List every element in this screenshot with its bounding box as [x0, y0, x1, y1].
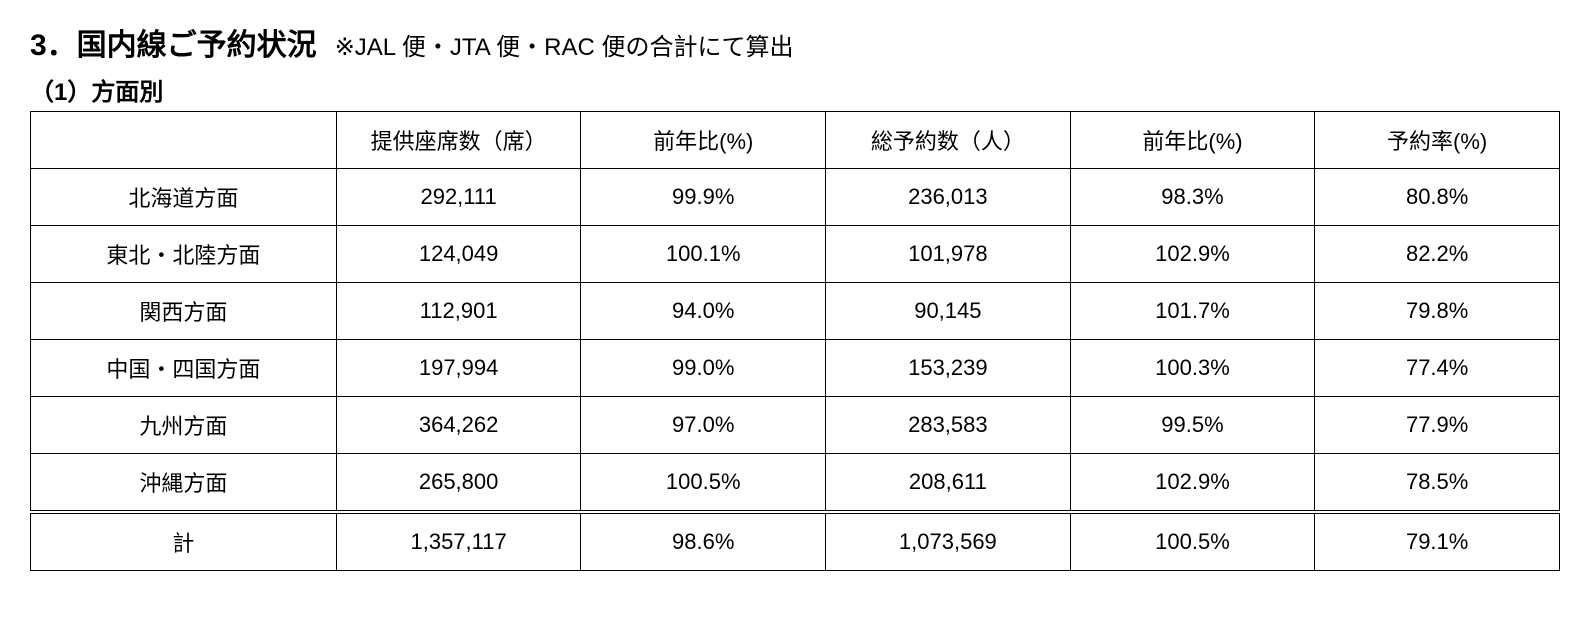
cell-seats: 265,800 — [336, 454, 581, 513]
cell-bookings: 1,073,569 — [826, 512, 1071, 571]
col-header-seats-yoy: 前年比(%) — [581, 112, 826, 169]
cell-label: 計 — [31, 512, 337, 571]
cell-seats-yoy: 99.9% — [581, 169, 826, 226]
cell-label: 沖縄方面 — [31, 454, 337, 513]
table-row: 東北・北陸方面124,049100.1%101,978102.9%82.2% — [31, 226, 1560, 283]
section-note: ※JAL 便・JTA 便・RAC 便の合計にて算出 — [335, 27, 794, 62]
cell-bookings-yoy: 100.5% — [1070, 512, 1315, 571]
col-header-seats: 提供座席数（席） — [336, 112, 581, 169]
cell-bookings-yoy: 102.9% — [1070, 454, 1315, 513]
cell-rate: 79.8% — [1315, 283, 1560, 340]
cell-bookings: 101,978 — [826, 226, 1071, 283]
cell-seats: 292,111 — [336, 169, 581, 226]
cell-label: 東北・北陸方面 — [31, 226, 337, 283]
cell-bookings: 236,013 — [826, 169, 1071, 226]
cell-bookings-yoy: 99.5% — [1070, 397, 1315, 454]
cell-seats-yoy: 100.5% — [581, 454, 826, 513]
table-row: 沖縄方面265,800100.5%208,611102.9%78.5% — [31, 454, 1560, 513]
cell-seats: 364,262 — [336, 397, 581, 454]
cell-label: 北海道方面 — [31, 169, 337, 226]
table-row: 中国・四国方面197,99499.0%153,239100.3%77.4% — [31, 340, 1560, 397]
section-header: 3．国内線ご予約状況 ※JAL 便・JTA 便・RAC 便の合計にて算出 — [30, 20, 1560, 64]
col-header-bookings: 総予約数（人） — [826, 112, 1071, 169]
cell-bookings: 283,583 — [826, 397, 1071, 454]
cell-label: 中国・四国方面 — [31, 340, 337, 397]
cell-seats: 1,357,117 — [336, 512, 581, 571]
table-header-row: 提供座席数（席） 前年比(%) 総予約数（人） 前年比(%) 予約率(%) — [31, 112, 1560, 169]
cell-seats-yoy: 100.1% — [581, 226, 826, 283]
col-header-rate: 予約率(%) — [1315, 112, 1560, 169]
cell-bookings-yoy: 98.3% — [1070, 169, 1315, 226]
cell-rate: 77.4% — [1315, 340, 1560, 397]
cell-bookings: 208,611 — [826, 454, 1071, 513]
cell-seats-yoy: 97.0% — [581, 397, 826, 454]
cell-seats: 124,049 — [336, 226, 581, 283]
cell-bookings: 90,145 — [826, 283, 1071, 340]
cell-bookings: 153,239 — [826, 340, 1071, 397]
cell-rate: 80.8% — [1315, 169, 1560, 226]
col-header-bookings-yoy: 前年比(%) — [1070, 112, 1315, 169]
table-row: 北海道方面292,11199.9%236,01398.3%80.8% — [31, 169, 1560, 226]
col-header-label — [31, 112, 337, 169]
cell-bookings-yoy: 102.9% — [1070, 226, 1315, 283]
cell-rate: 78.5% — [1315, 454, 1560, 513]
table-total-row: 計1,357,11798.6%1,073,569100.5%79.1% — [31, 512, 1560, 571]
cell-seats-yoy: 98.6% — [581, 512, 826, 571]
cell-rate: 82.2% — [1315, 226, 1560, 283]
cell-seats: 112,901 — [336, 283, 581, 340]
cell-seats: 197,994 — [336, 340, 581, 397]
cell-rate: 77.9% — [1315, 397, 1560, 454]
section-subtitle: （1）方面別 — [30, 72, 1560, 107]
cell-bookings-yoy: 100.3% — [1070, 340, 1315, 397]
cell-label: 九州方面 — [31, 397, 337, 454]
section-title: 3．国内線ご予約状況 — [30, 20, 317, 64]
cell-seats-yoy: 99.0% — [581, 340, 826, 397]
table-row: 関西方面112,90194.0%90,145101.7%79.8% — [31, 283, 1560, 340]
reservation-table: 提供座席数（席） 前年比(%) 総予約数（人） 前年比(%) 予約率(%) 北海… — [30, 111, 1560, 571]
cell-bookings-yoy: 101.7% — [1070, 283, 1315, 340]
cell-label: 関西方面 — [31, 283, 337, 340]
cell-seats-yoy: 94.0% — [581, 283, 826, 340]
table-row: 九州方面364,26297.0%283,58399.5%77.9% — [31, 397, 1560, 454]
cell-rate: 79.1% — [1315, 512, 1560, 571]
